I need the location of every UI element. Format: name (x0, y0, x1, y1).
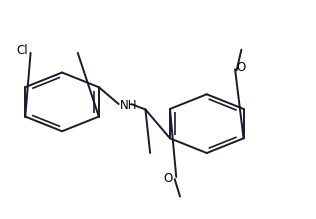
Text: O: O (164, 171, 173, 185)
Text: Cl: Cl (16, 44, 28, 57)
Text: O: O (237, 61, 246, 74)
Text: NH: NH (120, 99, 138, 112)
